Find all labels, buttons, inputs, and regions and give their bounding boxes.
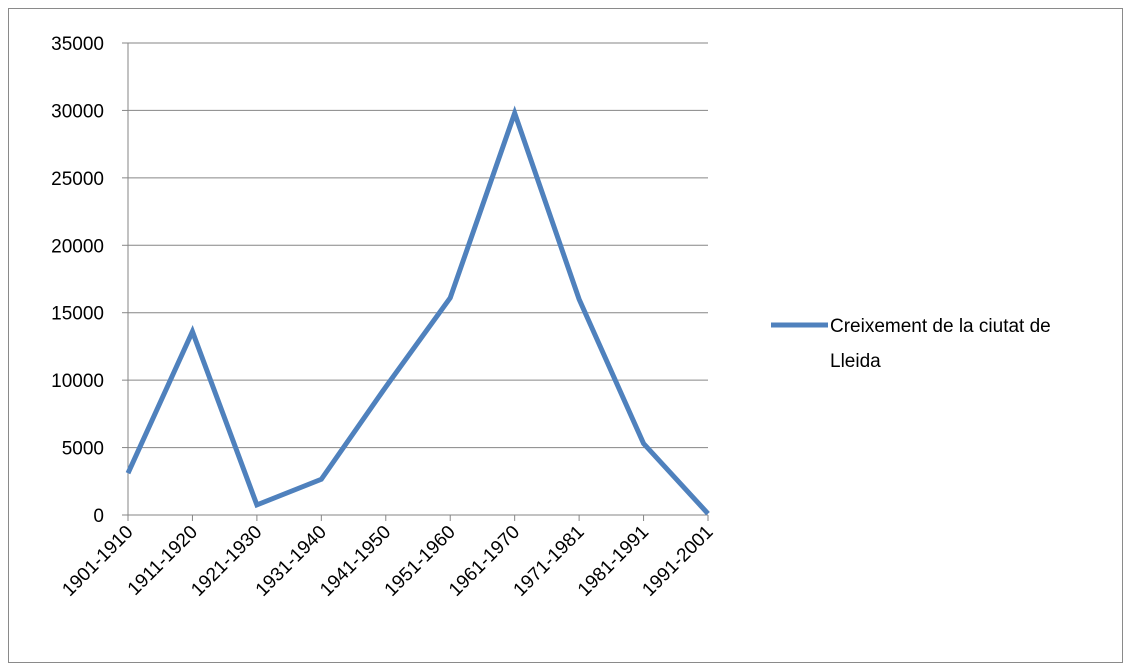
y-tick-label: 0: [93, 506, 104, 527]
series-group: [125, 105, 710, 516]
legend: Creixement de la ciutat de Lleida: [771, 316, 1051, 372]
y-tick-label: 5000: [62, 439, 104, 460]
y-tick-label: 20000: [51, 236, 104, 257]
y-tick-label: 35000: [51, 34, 104, 55]
y-tick-label: 15000: [51, 304, 104, 325]
y-tick-label: 25000: [51, 169, 104, 190]
gridlines: [122, 42, 708, 516]
y-tick-label: 30000: [51, 101, 104, 122]
x-tick-label: 1901-1910: [58, 522, 137, 601]
y-tick-label: 10000: [51, 371, 104, 392]
legend-label-line-2: Lleida: [830, 351, 881, 372]
legend-label-line-1: Creixement de la ciutat de: [830, 316, 1051, 337]
series-line: [125, 105, 710, 516]
axes: [127, 43, 709, 521]
x-tick-label: 1991-2001: [638, 522, 717, 601]
y-axis-tick-labels: 0 5000 10000 15000 20000 25000 30000 35000: [51, 34, 104, 527]
x-axis-tick-labels: 1901-19101911-19201921-19301931-19401941…: [58, 522, 717, 601]
